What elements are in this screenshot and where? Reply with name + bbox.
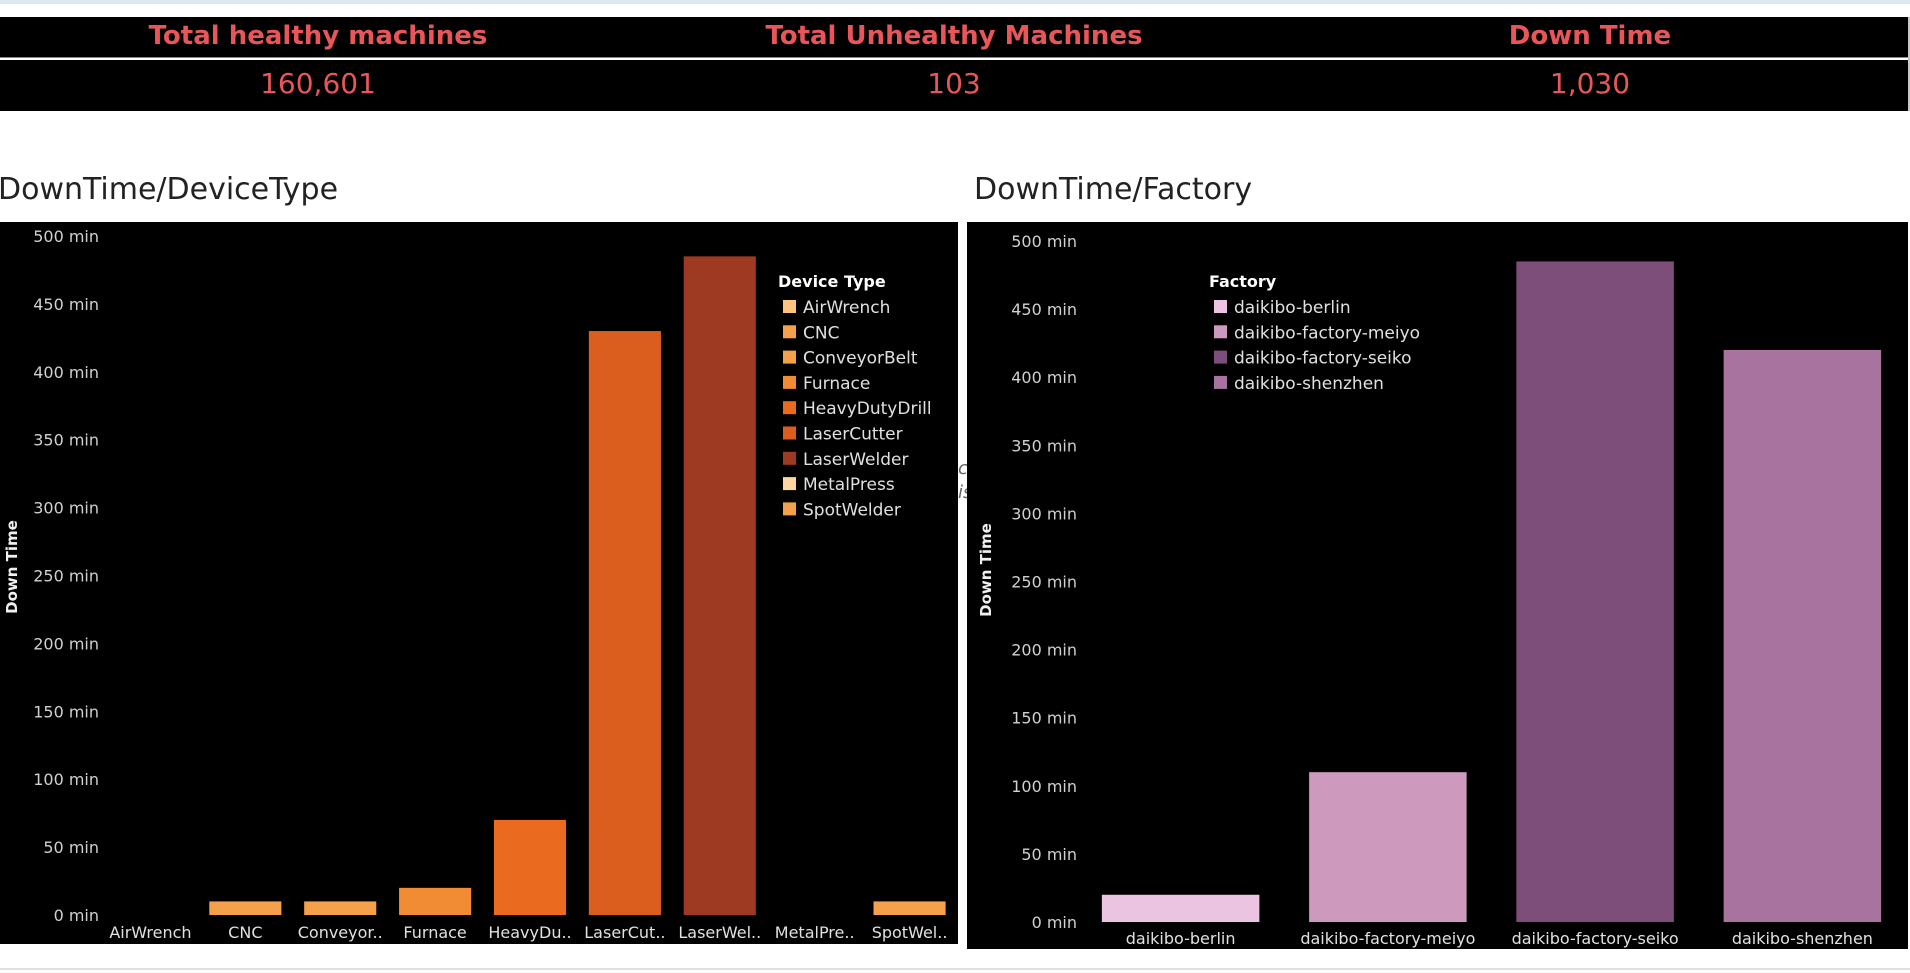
x-tick-label: daikibo-berlin: [1126, 929, 1236, 948]
legend-swatch[interactable]: [1214, 375, 1227, 389]
y-tick-label: 300 min: [1011, 504, 1077, 523]
scroll-edge: [1908, 17, 1910, 111]
y-tick-label: 250 min: [33, 567, 99, 586]
y-tick-label: 100 min: [1011, 777, 1077, 796]
kpi-unhealthy-value[interactable]: 103: [927, 67, 981, 100]
bar-lasercutter[interactable]: [588, 331, 661, 915]
legend-swatch[interactable]: [783, 375, 796, 389]
y-tick-label: 500 min: [33, 227, 99, 246]
legend-swatch[interactable]: [1214, 300, 1227, 313]
y-tick-label: 50 min: [1021, 845, 1077, 864]
x-tick-label: MetalPre..: [775, 923, 855, 942]
y-tick-label: 450 min: [33, 295, 99, 314]
bar-daikibo-berlin[interactable]: [1101, 894, 1260, 922]
legend-swatch[interactable]: [783, 300, 796, 313]
y-axis-title: Down Time: [977, 523, 995, 617]
y-tick-label: 50 min: [43, 838, 99, 857]
legend-title: Device Type: [778, 272, 886, 291]
legend-swatch[interactable]: [783, 502, 796, 516]
kpi-healthy-label: Total healthy machines: [148, 21, 488, 51]
legend-item-label: SpotWelder: [803, 500, 901, 520]
legend-item-label: ConveyorBelt: [803, 349, 918, 369]
y-tick-label: 400 min: [1011, 368, 1077, 387]
legend-swatch[interactable]: [783, 451, 796, 465]
x-tick-label: daikibo-factory-meiyo: [1300, 929, 1475, 948]
y-tick-label: 450 min: [1011, 300, 1077, 319]
legend-swatch[interactable]: [1214, 350, 1227, 364]
kpi-unhealthy-label: Total Unhealthy Machines: [765, 21, 1143, 51]
legend-swatch[interactable]: [783, 426, 796, 440]
kpi-downtime-label: Down Time: [1508, 21, 1672, 51]
legend-item-label: daikibo-factory-seiko: [1234, 349, 1412, 369]
bar-conveyorbelt[interactable]: [304, 901, 377, 915]
legend-title: Factory: [1209, 272, 1277, 291]
y-tick-label: 350 min: [1011, 436, 1077, 455]
kpi-downtime-value[interactable]: 1,030: [1549, 67, 1631, 100]
kpi-healthy-value[interactable]: 160,601: [260, 67, 376, 100]
chart-title-devicetype: DownTime/DeviceType: [0, 172, 339, 207]
bar-daikibo-factory-seiko[interactable]: [1516, 261, 1674, 922]
x-tick-label: HeavyDu..: [488, 923, 571, 942]
x-tick-label: SpotWel..: [872, 923, 948, 942]
top-border: [0, 0, 1910, 4]
legend-item-label: HeavyDutyDrill: [803, 399, 932, 419]
legend-item-label: CNC: [803, 323, 839, 343]
legend-item-label: AirWrench: [803, 298, 890, 318]
legend-item-label: LaserCutter: [803, 425, 903, 445]
legend-swatch[interactable]: [783, 350, 796, 364]
bar-furnace[interactable]: [399, 887, 472, 915]
legend-swatch[interactable]: [783, 477, 796, 491]
factory-chart-panel: Down Time 0 min 50 min 100 min 150 min 200 mi…: [967, 222, 1908, 949]
legend-item-label: daikibo-shenzhen: [1234, 374, 1384, 394]
chart-title-factory: DownTime/Factory: [974, 172, 1253, 207]
bar-laserwelder[interactable]: [683, 256, 756, 915]
y-tick-label: 400 min: [33, 363, 99, 382]
y-tick-label: 350 min: [33, 431, 99, 450]
factory-bar-chart: Down Time 0 min 50 min 100 min 150 min 200 mi…: [977, 232, 1882, 948]
bar-heavydutydrill[interactable]: [493, 819, 567, 915]
legend-swatch[interactable]: [1214, 325, 1227, 339]
x-tick-label: CNC: [228, 923, 262, 942]
bar-daikibo-factory-meiyo[interactable]: [1309, 772, 1467, 922]
legend-item-label: LaserWelder: [803, 450, 908, 470]
bottom-border: [0, 968, 1910, 970]
legend-item-label: Furnace: [803, 374, 870, 394]
kpi-header-row: Total healthy machines Total Unhealthy M…: [0, 17, 1908, 58]
x-tick-label: daikibo-factory-seiko: [1512, 929, 1679, 948]
bar-spotwelder[interactable]: [873, 901, 946, 915]
bar-cnc[interactable]: [209, 901, 282, 915]
x-tick-label: AirWrench: [109, 923, 191, 942]
legend-item-label: daikibo-berlin: [1234, 298, 1351, 318]
y-tick-label: 300 min: [33, 499, 99, 518]
y-axis-title: Down Time: [3, 520, 21, 614]
kpi-value-row: 160,601 103 1,030: [0, 60, 1908, 111]
hidden-text-fragment: is: [958, 482, 967, 503]
y-tick-label: 0 min: [54, 906, 99, 925]
x-tick-label: LaserCut..: [584, 923, 665, 942]
legend-item-label: MetalPress: [803, 475, 895, 495]
y-tick-label: 0 min: [1032, 913, 1077, 932]
y-tick-label: 100 min: [33, 770, 99, 789]
x-tick-label: LaserWel..: [678, 923, 761, 942]
devicetype-bar-chart: Down Time 0 min 50 min 100 min 150 min 200 mi…: [3, 227, 948, 942]
y-tick-label: 200 min: [1011, 641, 1077, 660]
y-tick-label: 500 min: [1011, 232, 1077, 251]
y-tick-label: 150 min: [1011, 709, 1077, 728]
y-tick-label: 250 min: [1011, 573, 1077, 592]
x-tick-label: Furnace: [403, 923, 466, 942]
y-tick-label: 150 min: [33, 702, 99, 721]
x-tick-label: Conveyor..: [298, 923, 383, 942]
bar-daikibo-shenzhen[interactable]: [1723, 349, 1882, 923]
hidden-text-fragment: c: [958, 458, 967, 479]
legend-item-label: daikibo-factory-meiyo: [1234, 323, 1420, 343]
legend-swatch[interactable]: [783, 325, 796, 339]
x-tick-label: daikibo-shenzhen: [1732, 929, 1873, 948]
legend-swatch[interactable]: [783, 401, 796, 415]
y-tick-label: 200 min: [33, 634, 99, 653]
devicetype-chart-panel: Down Time 0 min 50 min 100 min 150 min 200 mi…: [0, 222, 958, 944]
